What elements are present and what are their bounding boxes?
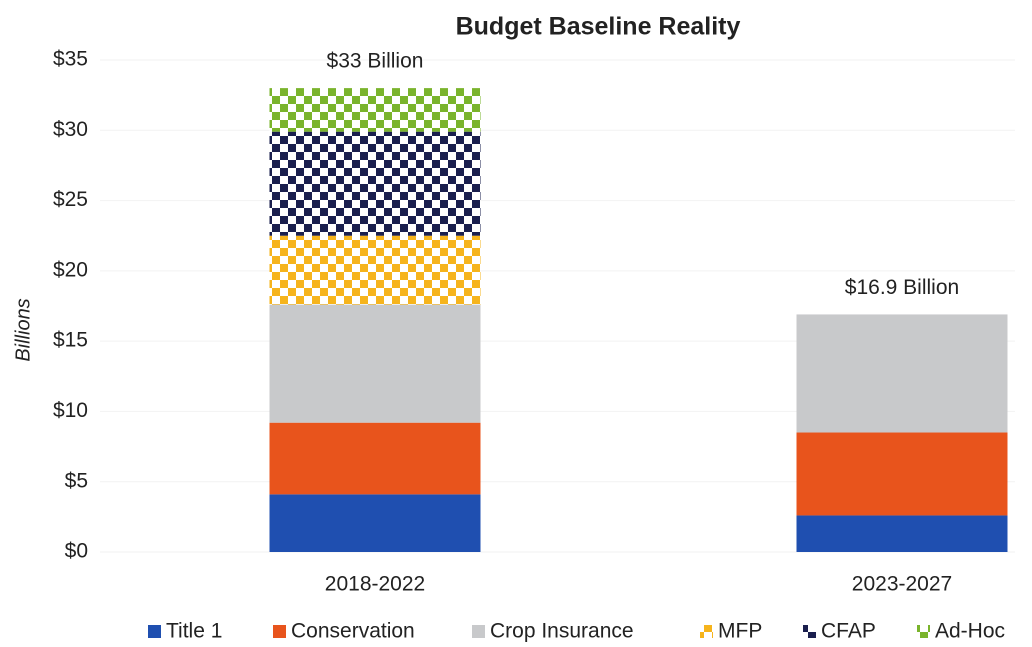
- legend-label: MFP: [718, 620, 762, 643]
- legend-swatch: [148, 625, 161, 638]
- bar-segment: [796, 515, 1008, 552]
- y-tick-label: $30: [53, 118, 88, 141]
- x-tick-label: 2018-2022: [325, 573, 425, 596]
- bar-segment: [269, 422, 481, 495]
- legend-swatch: [472, 625, 485, 638]
- legend-label: Title 1: [166, 620, 222, 643]
- bar-segment: [796, 432, 1008, 516]
- total-label: $16.9 Billion: [845, 276, 959, 299]
- legend-swatch: [803, 625, 816, 638]
- y-tick-label: $10: [53, 399, 88, 422]
- bar-segment: [269, 235, 481, 305]
- y-tick-label: $0: [65, 540, 88, 563]
- bar-segment: [269, 494, 481, 552]
- legend-label: CFAP: [821, 620, 876, 643]
- y-tick-label: $35: [53, 48, 88, 71]
- chart-title: Budget Baseline Reality: [456, 13, 741, 41]
- bar-segment: [269, 88, 481, 132]
- legend-swatch: [917, 625, 930, 638]
- legend-swatch: [700, 625, 713, 638]
- legend-label: Ad-Hoc: [935, 620, 1005, 643]
- bar-segment: [796, 314, 1008, 433]
- y-tick-label: $15: [53, 329, 88, 352]
- total-label: $33 Billion: [327, 50, 424, 73]
- bar-segment: [269, 131, 481, 236]
- legend-label: Conservation: [291, 620, 415, 643]
- bar-segment: [269, 304, 481, 423]
- y-tick-label: $5: [65, 469, 88, 492]
- y-tick-label: $20: [53, 258, 88, 281]
- x-tick-label: 2023-2027: [852, 573, 952, 596]
- y-tick-label: $25: [53, 188, 88, 211]
- legend-label: Crop Insurance: [490, 620, 634, 643]
- y-axis-label: Billions: [12, 298, 34, 361]
- legend-swatch: [273, 625, 286, 638]
